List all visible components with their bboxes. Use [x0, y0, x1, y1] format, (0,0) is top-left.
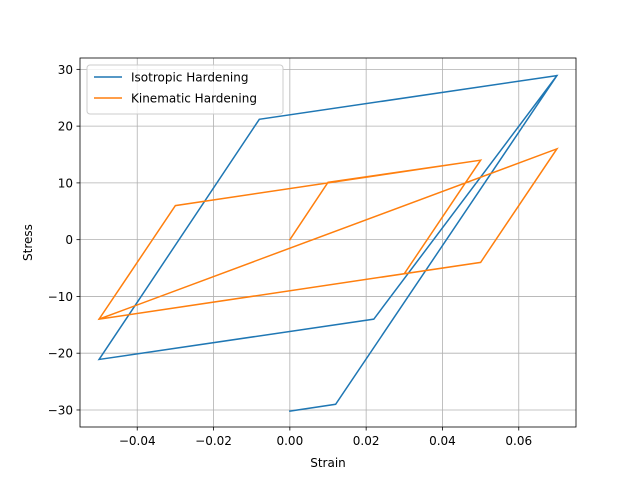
series-line-kinematic-hardening	[97, 147, 559, 321]
y-tick-label: −10	[48, 290, 73, 304]
y-tick-label: 20	[58, 120, 73, 134]
legend-box	[86, 64, 284, 115]
x-tick-label: 0.04	[429, 434, 456, 448]
y-tick-label: −20	[48, 347, 73, 361]
x-tick-label: 0.00	[276, 434, 303, 448]
x-axis-label: Strain	[310, 456, 346, 470]
y-tick-label: 10	[58, 176, 73, 190]
x-tick-label: 0.02	[353, 434, 380, 448]
axis-ticks: −0.04 −0.02 0.00 0.02 0.04 0.06 −30 −20 −10 0 10 20…	[48, 63, 532, 448]
legend-label-kinematic-hardening: Kinematic Hardening	[131, 92, 257, 106]
x-tick-label: 0.06	[505, 434, 532, 448]
y-axis-label: Stress	[21, 224, 35, 261]
y-tick-label: −30	[48, 403, 73, 417]
series-line-isotropic-hardening	[97, 74, 559, 412]
x-tick-label: −0.04	[119, 434, 156, 448]
series-lines	[97, 74, 559, 412]
plot-frame	[79, 57, 577, 428]
legend: Isotropic Hardening Kinematic Hardening	[86, 64, 284, 115]
y-tick-label: 30	[58, 63, 73, 77]
y-tick-label: 0	[65, 233, 73, 247]
x-tick-label: −0.02	[195, 434, 232, 448]
legend-label-isotropic-hardening: Isotropic Hardening	[131, 71, 248, 85]
